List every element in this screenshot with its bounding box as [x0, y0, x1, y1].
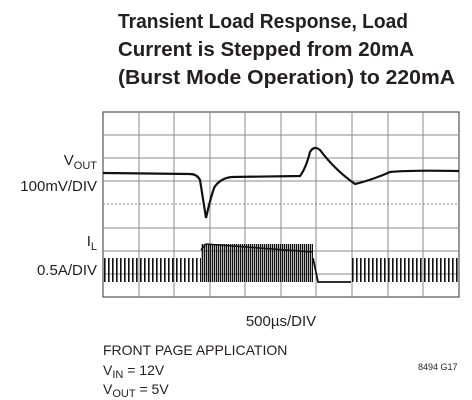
figure-id: 8494 G17: [418, 362, 458, 372]
vout-trace: [102, 146, 460, 219]
timebase: 500µs/DIV: [246, 313, 316, 330]
title-line: (Burst Mode Operation) to 220mA: [118, 67, 455, 89]
channel-name: VOUT: [64, 152, 98, 172]
il-trace: [312, 257, 351, 283]
il-burst: [351, 258, 459, 282]
note-heading: FRONT PAGE APPLICATION: [103, 342, 287, 358]
channel-scale: 100mV/DIV: [20, 178, 97, 195]
title-line: Current is Stepped from 20mA: [118, 39, 414, 61]
il-burst: [103, 258, 201, 282]
note-line: VOUT = 5V: [103, 381, 169, 400]
il-envelope: [200, 243, 314, 253]
il-burst: [201, 244, 313, 282]
title-line: Transient Load Response, Load: [118, 11, 408, 33]
channel-scale: 0.5A/DIV: [37, 262, 97, 279]
note-line: VIN = 12V: [103, 362, 165, 381]
channel-name: IL: [87, 233, 97, 253]
